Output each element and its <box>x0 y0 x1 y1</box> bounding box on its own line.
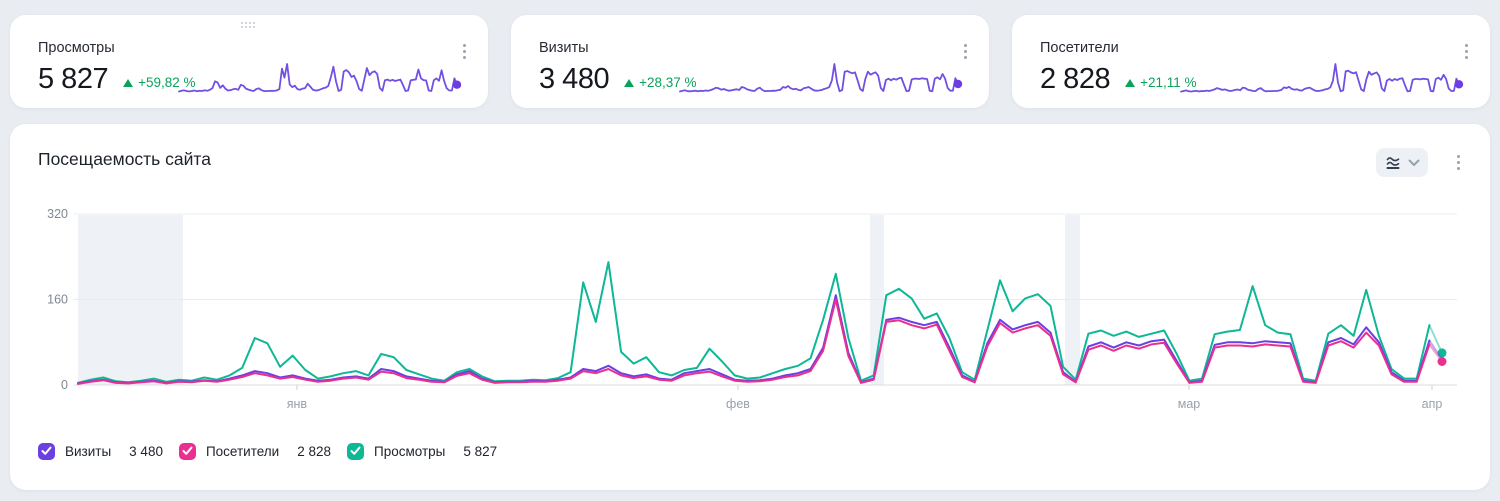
traffic-chart-canvas[interactable]: 0 160 320 янв фев мар апр <box>10 200 1490 432</box>
svg-text:160: 160 <box>47 293 68 307</box>
legend-item-views[interactable]: Просмотры 5 827 <box>347 442 498 460</box>
metric-title: Просмотры <box>38 40 115 56</box>
metric-value: 2 828 <box>1040 63 1111 95</box>
metric-card-visits: Визиты 3 480 +28,37 % <box>511 15 989 108</box>
metric-value: 5 827 <box>38 63 109 95</box>
legend-label: Визиты <box>65 443 112 459</box>
metric-delta: +59,82 % <box>123 75 196 90</box>
checkbox-checked-icon[interactable] <box>347 442 365 460</box>
legend-value: 2 828 <box>297 443 332 459</box>
arrow-up-icon <box>123 78 134 87</box>
legend-value: 3 480 <box>129 443 163 459</box>
sparkline-chart <box>679 63 963 93</box>
metric-cards-row: Просмотры 5 827 +59,82 % Визиты 3 480 +2… <box>10 15 1490 108</box>
arrow-up-icon <box>624 78 635 87</box>
stream-chart-icon <box>1386 156 1399 169</box>
arrow-up-icon <box>1125 78 1136 87</box>
metric-delta: +28,37 % <box>624 75 697 90</box>
checkbox-checked-icon[interactable] <box>178 442 196 460</box>
legend-item-visitors[interactable]: Посетители 2 828 <box>178 442 332 460</box>
metric-value: 3 480 <box>539 63 610 95</box>
metric-title: Посетители <box>1040 40 1119 56</box>
legend-value: 5 827 <box>463 443 498 459</box>
kebab-menu-icon[interactable] <box>1458 41 1474 61</box>
metric-delta: +21,11 % <box>1125 75 1197 90</box>
svg-text:апр: апр <box>1422 397 1443 411</box>
metric-card-views: Просмотры 5 827 +59,82 % <box>10 15 488 108</box>
svg-text:0: 0 <box>61 378 68 392</box>
sparkline-chart <box>178 63 462 93</box>
metric-title: Визиты <box>539 40 589 56</box>
svg-text:320: 320 <box>47 207 68 221</box>
traffic-chart-card: Посещаемость сайта 0 160 320 янв фев мар апр В… <box>10 124 1490 490</box>
chevron-down-icon <box>1408 159 1419 166</box>
checkbox-checked-icon[interactable] <box>38 442 55 460</box>
svg-text:фев: фев <box>726 397 750 411</box>
legend-item-visits[interactable]: Визиты 3 480 <box>38 442 163 460</box>
kebab-menu-icon[interactable] <box>957 41 973 61</box>
drag-handle-icon[interactable] <box>241 22 257 30</box>
metric-card-visitors: Посетители 2 828 +21,11 % <box>1012 15 1490 108</box>
svg-text:янв: янв <box>287 397 308 411</box>
svg-text:мар: мар <box>1178 397 1201 411</box>
legend-label: Просмотры <box>374 443 446 459</box>
kebab-menu-icon[interactable] <box>1450 152 1466 172</box>
legend-label: Посетители <box>205 443 280 459</box>
sparkline-chart <box>1180 63 1464 93</box>
chart-legend: Визиты 3 480 Посетители 2 828 Просмотры … <box>38 439 513 463</box>
chart-type-button[interactable] <box>1376 148 1428 177</box>
kebab-menu-icon[interactable] <box>456 41 472 61</box>
chart-title: Посещаемость сайта <box>38 149 211 169</box>
